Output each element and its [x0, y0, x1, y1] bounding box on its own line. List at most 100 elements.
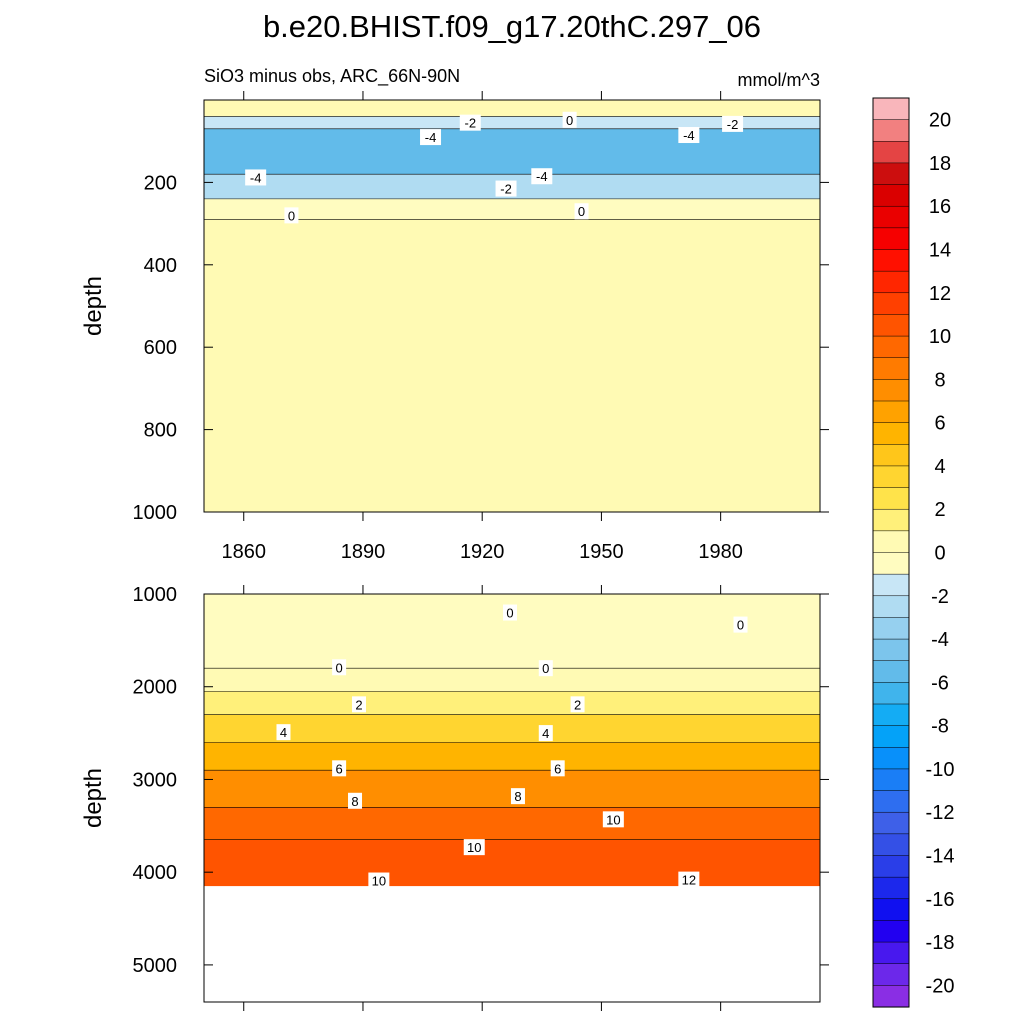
colorbar-tick-label: 18 — [929, 153, 951, 175]
y-tick-label: 4000 — [133, 862, 178, 884]
y-tick-label: 600 — [144, 337, 177, 359]
colorbar-swatch — [872, 508, 910, 532]
colorbar-tick-label: -18 — [926, 932, 955, 954]
contour-label-bg — [562, 111, 577, 128]
chart-subtitle-right: mmol/m^3 — [738, 70, 820, 90]
contour-label: 8 — [514, 789, 521, 804]
colorbar-tick-label: -4 — [931, 629, 949, 651]
contour-label-bg — [538, 660, 553, 677]
colorbar-swatch — [872, 141, 910, 164]
y-tick-label: 1000 — [133, 502, 178, 524]
contour-label: 0 — [542, 661, 549, 676]
colorbar-swatch — [872, 898, 910, 921]
contour-label-bg — [332, 659, 347, 676]
contour-label-bg — [420, 129, 442, 146]
colorbar-frame — [872, 97, 910, 1008]
colorbar-tick-label: 8 — [934, 369, 945, 391]
colorbar-swatch — [872, 227, 910, 251]
contour-label-bg — [368, 872, 390, 889]
colorbar-swatch — [872, 573, 910, 597]
colorbar-tick-label: -2 — [931, 586, 949, 608]
y-tick-label: 3000 — [133, 769, 178, 791]
colorbar-swatch — [872, 444, 910, 467]
depth-band — [204, 100, 820, 117]
lower-panel: 1000 2000 3000 4000 5000 0 0 0 0 2 2 4 4 6 6 8 8 10 10 10 12 — [133, 584, 829, 1011]
colorbar-tick-label: -14 — [926, 846, 955, 868]
colorbar-tick-label: -16 — [926, 889, 955, 911]
colorbar-swatch — [872, 184, 910, 207]
colorbar-tick-label: 4 — [934, 456, 945, 478]
colorbar-swatch — [872, 97, 910, 121]
colorbar-tick-label: 0 — [934, 543, 945, 565]
contour-label-bg — [602, 811, 624, 828]
depth-band — [204, 807, 820, 840]
colorbar-swatch — [872, 833, 910, 857]
colorbar-swatch — [872, 314, 910, 337]
depth-band — [204, 714, 820, 743]
colorbar: 20181614121086420-2-4-6-8-10-12-14-16-18… — [872, 97, 955, 1008]
colorbar-swatch — [872, 487, 910, 510]
colorbar-swatch — [872, 422, 910, 445]
colorbar-swatch — [872, 638, 910, 662]
contour-label-bg — [348, 792, 363, 809]
colorbar-swatch — [872, 682, 910, 705]
colorbar-swatch — [872, 660, 910, 683]
depth-band — [204, 668, 820, 692]
depth-band — [204, 691, 820, 715]
contour-label-bg — [510, 788, 525, 805]
contour-label: 6 — [554, 761, 561, 776]
depth-band — [204, 198, 820, 220]
colorbar-swatch — [872, 876, 910, 900]
colorbar-swatch — [872, 270, 910, 294]
contour-label-bg — [284, 207, 299, 224]
y-tick-label: 1000 — [133, 584, 178, 606]
contour-label: 2 — [355, 697, 362, 712]
contour-label: 0 — [566, 113, 573, 128]
colorbar-swatch — [872, 465, 910, 489]
contour-label-bg — [531, 168, 553, 185]
colorbar-swatch — [872, 205, 910, 229]
contour-label-bg — [332, 760, 347, 777]
contour-label: 4 — [542, 726, 549, 741]
y-tick-label: 400 — [144, 255, 177, 277]
colorbar-tick-label: 16 — [929, 196, 951, 218]
colorbar-swatch — [872, 595, 910, 618]
lower-y-axis-label: depth — [80, 768, 107, 828]
colorbar-swatch — [872, 400, 910, 424]
depth-band — [204, 839, 820, 887]
contour-label-bg — [550, 760, 565, 777]
colorbar-swatch — [872, 379, 910, 402]
colorbar-tick-label: -12 — [926, 802, 955, 824]
depth-band — [204, 742, 820, 771]
x-tick-label: 1890 — [341, 541, 386, 563]
contour-label-bg — [463, 839, 485, 856]
colorbar-tick-label: 20 — [929, 110, 951, 132]
contour-label: 0 — [578, 204, 585, 219]
colorbar-swatch — [872, 552, 910, 575]
colorbar-swatch — [872, 963, 910, 986]
colorbar-swatch — [872, 162, 910, 186]
x-tick-label: 1920 — [460, 541, 505, 563]
contour-label: 4 — [280, 725, 287, 740]
depth-band — [204, 128, 820, 175]
y-tick-label: 2000 — [133, 677, 178, 699]
colorbar-swatch — [872, 357, 910, 380]
depth-band — [204, 116, 820, 129]
contour-label: 0 — [737, 618, 744, 633]
contour-label-bg — [678, 127, 700, 144]
colorbar-swatch — [872, 725, 910, 748]
colorbar-swatch — [872, 249, 910, 272]
colorbar-swatch — [872, 617, 910, 640]
contour-label: 0 — [506, 606, 513, 621]
upper-panel: 200 400 600 800 1000 1860 1890 1920 1950 1980 -2 0 -… — [133, 91, 829, 563]
colorbar-swatch — [872, 292, 910, 315]
contour-label-bg — [678, 871, 700, 888]
x-tick-label: 1980 — [698, 541, 743, 563]
contour-label: 12 — [682, 873, 696, 888]
colorbar-tick-label: 10 — [929, 326, 951, 348]
plot-frame — [203, 593, 821, 1003]
colorbar-tick-label: 12 — [929, 283, 951, 305]
colorbar-swatch — [872, 335, 910, 359]
contour-label: 10 — [606, 812, 620, 827]
